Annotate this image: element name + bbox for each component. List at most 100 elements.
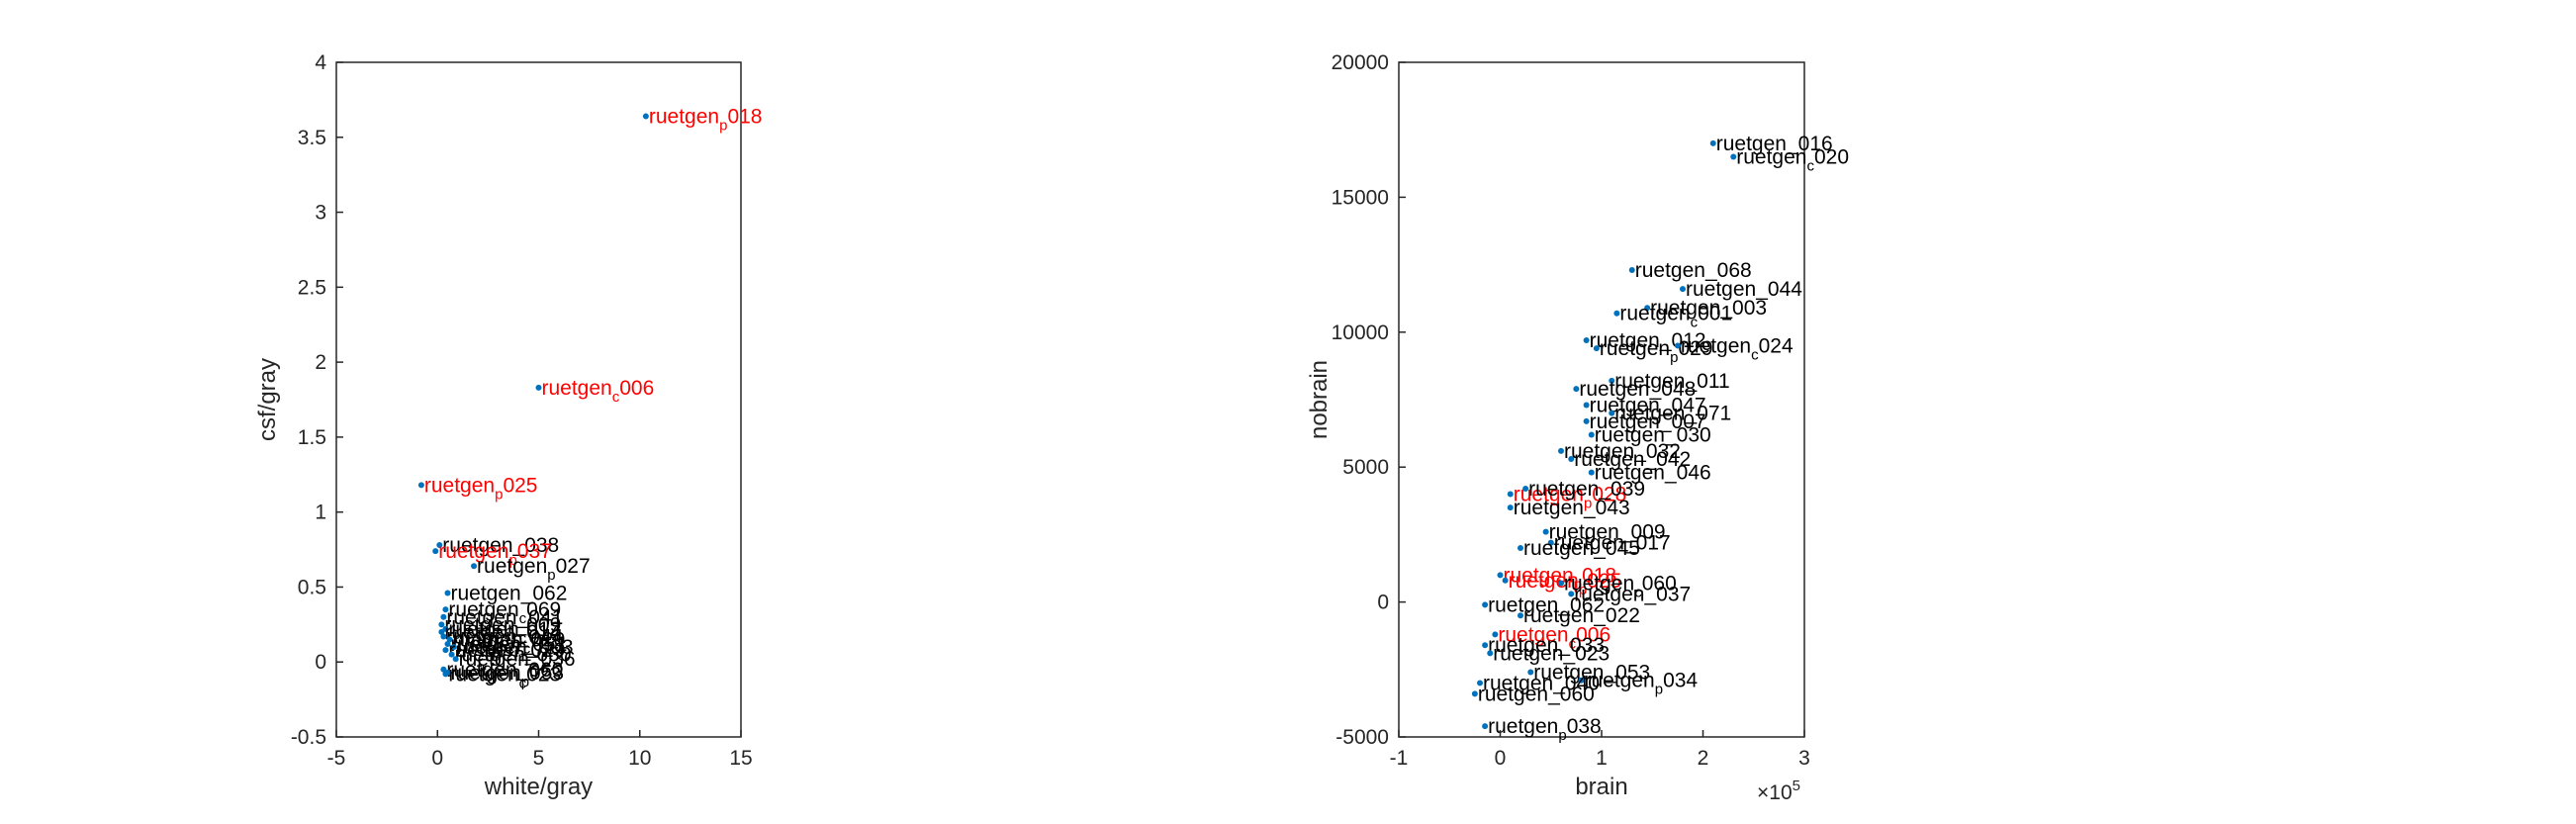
left-data-point [471, 563, 478, 570]
right-point-label: ruetgen_042 [1574, 448, 1691, 471]
point-label-suffix: _043 [1583, 497, 1630, 519]
point-label-suffix: _014 [514, 621, 562, 644]
point-label-prefix: ruetgen [1549, 521, 1619, 544]
point-label-prefix: ruetgen [1595, 423, 1665, 446]
left-y-tick-label: -0.5 [291, 726, 326, 749]
left-data-point [438, 621, 445, 628]
right-point-label: ruetgenp038 [1488, 715, 1602, 744]
point-label-prefix: ruetgen [1488, 594, 1558, 616]
point-label-suffix: _068 [1704, 259, 1752, 282]
point-label-prefix: ruetgen [1509, 570, 1579, 593]
right-data-point [1518, 612, 1523, 619]
point-label-prefix: ruetgen [446, 659, 516, 682]
right-data-point [1709, 139, 1716, 146]
right-point-label: ruetgen_030 [1595, 423, 1711, 446]
point-label-suffix: 025 [503, 474, 537, 497]
point-label-prefix: ruetgen [1595, 462, 1665, 485]
point-label-prefix: ruetgen [1533, 662, 1604, 685]
point-label-suffix: 025 [1587, 570, 1621, 593]
point-label-prefix: ruetgen [1590, 411, 1660, 433]
right-point-label: ruetgen_039 [1528, 478, 1645, 501]
point-label-prefix: ruetgen [1574, 448, 1644, 471]
point-label-suffix: 020 [530, 628, 565, 651]
point-label-suffix: _023 [1562, 642, 1610, 665]
point-label-suffix: _051 [520, 633, 568, 656]
right-data-point [1492, 631, 1499, 638]
left-x-tick-label: 10 [628, 747, 651, 770]
left-data-point [438, 628, 445, 635]
left-data-point [446, 636, 453, 643]
point-label-prefix: ruetgen [448, 618, 518, 641]
left-data-point [448, 651, 455, 658]
right-y-tick-label: 0 [1377, 592, 1389, 614]
right-data-point [1482, 601, 1489, 608]
point-label-prefix: ruetgen [444, 613, 514, 636]
left-point-label: ruetgen_050 [455, 644, 572, 667]
point-label-prefix: ruetgen [1514, 497, 1584, 519]
point-label-prefix: ruetgen [450, 662, 520, 685]
point-label-prefix: ruetgen [1650, 297, 1720, 320]
left-point-label: ruetgen_038 [442, 534, 559, 557]
right-data-point [1730, 153, 1737, 160]
point-label-subscript: c [612, 389, 620, 406]
point-label-suffix: 020 [1814, 145, 1849, 168]
point-label-suffix: _048 [1649, 378, 1697, 401]
point-label-prefix: ruetgen [459, 648, 529, 671]
left-data-point [450, 644, 457, 651]
point-label-prefix: ruetgen [446, 606, 516, 629]
point-label-prefix: ruetgen [444, 621, 514, 644]
right-data-point [1609, 377, 1615, 384]
right-y-axis-label: nobrain [1306, 360, 1333, 439]
right-data-point [1609, 410, 1615, 416]
right-point-label: ruetgen_017 [1554, 532, 1671, 555]
right-data-point [1522, 486, 1529, 493]
right-point-label: ruetgen_007 [1590, 411, 1706, 433]
point-label-prefix: ruetgen [649, 106, 719, 129]
point-label-suffix: _003 [526, 636, 574, 659]
point-label-subscript: c [519, 630, 527, 647]
right-point-label: ruetgen_071 [1614, 403, 1731, 425]
point-label-subscript: c [523, 640, 531, 657]
left-data-point [452, 656, 459, 663]
point-label-subscript: c [1751, 346, 1759, 363]
point-label-suffix: _044 [1755, 278, 1802, 301]
point-label-prefix: ruetgen [1686, 278, 1756, 301]
point-label-suffix: 001 [1698, 303, 1732, 325]
point-label-subscript: p [508, 552, 516, 569]
point-label-subscript: p [495, 486, 503, 503]
point-label-subscript: c [1806, 157, 1814, 174]
point-label-prefix: ruetgen [457, 636, 527, 659]
point-label-suffix: _053 [1603, 662, 1650, 685]
point-label-prefix: ruetgen [442, 534, 512, 557]
right-x-tick-label: -1 [1390, 747, 1409, 770]
right-x-exponent: ×105 [1757, 778, 1800, 804]
point-label-suffix: 053 [529, 662, 564, 685]
right-point-label: ruetgenp025 [1509, 570, 1622, 598]
right-x-tick-label: 2 [1698, 747, 1709, 770]
point-label-subscript: c [1691, 315, 1699, 331]
right-point-label: ruetgenp034 [1585, 670, 1699, 698]
left-x-tick-label: 0 [431, 747, 443, 770]
point-label-prefix: ruetgen [1614, 403, 1685, 425]
right-data-point [1680, 286, 1686, 293]
right-data-point [1471, 690, 1478, 697]
point-label-prefix: ruetgen [1619, 303, 1690, 325]
point-label-suffix: _040 [1552, 672, 1600, 694]
point-label-suffix: _045 [1593, 537, 1640, 560]
right-x-tick-label: 3 [1798, 747, 1810, 770]
right-data-point [1487, 650, 1494, 657]
left-point-label: ruetgen_029 [448, 639, 565, 662]
right-data-point [1578, 677, 1585, 684]
point-label-suffix: 060 [1642, 573, 1677, 595]
right-y-tick-label: -5000 [1335, 726, 1389, 749]
left-y-axis-label: csf/gray [254, 358, 281, 441]
left-data-point [432, 548, 439, 555]
left-point-label: ruetgenp025 [424, 474, 538, 503]
point-label-prefix: ruetgen [1493, 642, 1563, 665]
left-point-label: ruetgen_036 [459, 648, 576, 671]
right-plot-area: ruetgen_016ruetgenc020ruetgen_068ruetgen… [1332, 51, 1849, 770]
right-point-label: ruetgenc060 [1564, 573, 1677, 601]
point-label-suffix: 018 [727, 106, 762, 129]
point-label-prefix: ruetgen [1528, 478, 1599, 501]
right-data-point [1502, 577, 1509, 584]
